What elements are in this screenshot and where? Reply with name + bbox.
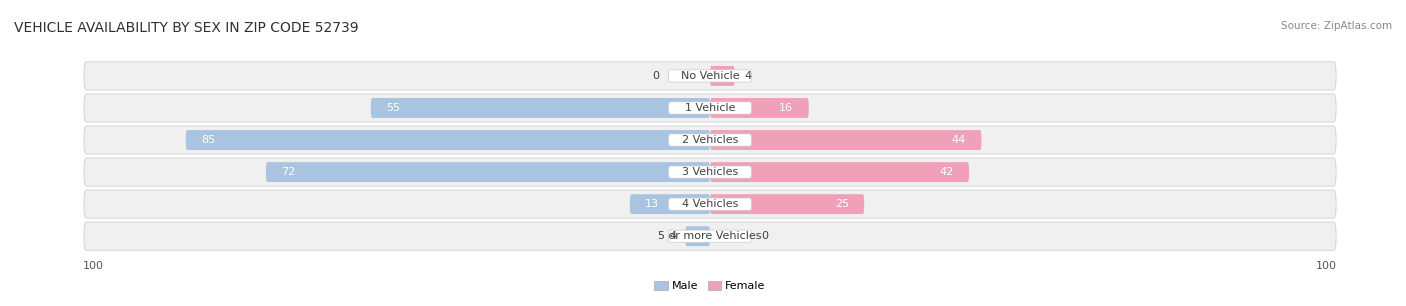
Text: 0: 0 (761, 231, 768, 241)
FancyBboxPatch shape (84, 126, 1336, 154)
Text: 4 Vehicles: 4 Vehicles (682, 199, 738, 209)
FancyBboxPatch shape (84, 222, 1336, 250)
Text: No Vehicle: No Vehicle (681, 71, 740, 81)
Text: 13: 13 (645, 199, 659, 209)
FancyBboxPatch shape (630, 194, 710, 214)
FancyBboxPatch shape (668, 198, 752, 210)
Text: 0: 0 (652, 71, 659, 81)
FancyBboxPatch shape (710, 130, 981, 150)
Text: 55: 55 (387, 103, 401, 113)
Text: 16: 16 (779, 103, 793, 113)
FancyBboxPatch shape (668, 230, 752, 242)
Text: 3 Vehicles: 3 Vehicles (682, 167, 738, 177)
FancyBboxPatch shape (186, 130, 710, 150)
FancyBboxPatch shape (710, 194, 865, 214)
Text: 1 Vehicle: 1 Vehicle (685, 103, 735, 113)
FancyBboxPatch shape (266, 162, 710, 182)
FancyBboxPatch shape (668, 134, 752, 146)
FancyBboxPatch shape (84, 62, 1336, 90)
Text: 44: 44 (952, 135, 966, 145)
Text: 25: 25 (835, 199, 849, 209)
Text: 4: 4 (669, 231, 676, 241)
FancyBboxPatch shape (84, 94, 1336, 122)
Text: VEHICLE AVAILABILITY BY SEX IN ZIP CODE 52739: VEHICLE AVAILABILITY BY SEX IN ZIP CODE … (14, 21, 359, 35)
Legend: Male, Female: Male, Female (650, 277, 770, 296)
FancyBboxPatch shape (685, 226, 710, 246)
FancyBboxPatch shape (668, 166, 752, 178)
Text: 72: 72 (281, 167, 295, 177)
FancyBboxPatch shape (668, 102, 752, 114)
FancyBboxPatch shape (710, 66, 735, 86)
FancyBboxPatch shape (668, 70, 752, 82)
FancyBboxPatch shape (84, 158, 1336, 186)
Text: 5 or more Vehicles: 5 or more Vehicles (658, 231, 762, 241)
Text: Source: ZipAtlas.com: Source: ZipAtlas.com (1281, 21, 1392, 32)
Text: 4: 4 (744, 71, 751, 81)
FancyBboxPatch shape (84, 190, 1336, 218)
Text: 2 Vehicles: 2 Vehicles (682, 135, 738, 145)
Text: 42: 42 (939, 167, 953, 177)
FancyBboxPatch shape (710, 162, 969, 182)
FancyBboxPatch shape (371, 98, 710, 118)
Text: 85: 85 (201, 135, 215, 145)
FancyBboxPatch shape (710, 98, 808, 118)
